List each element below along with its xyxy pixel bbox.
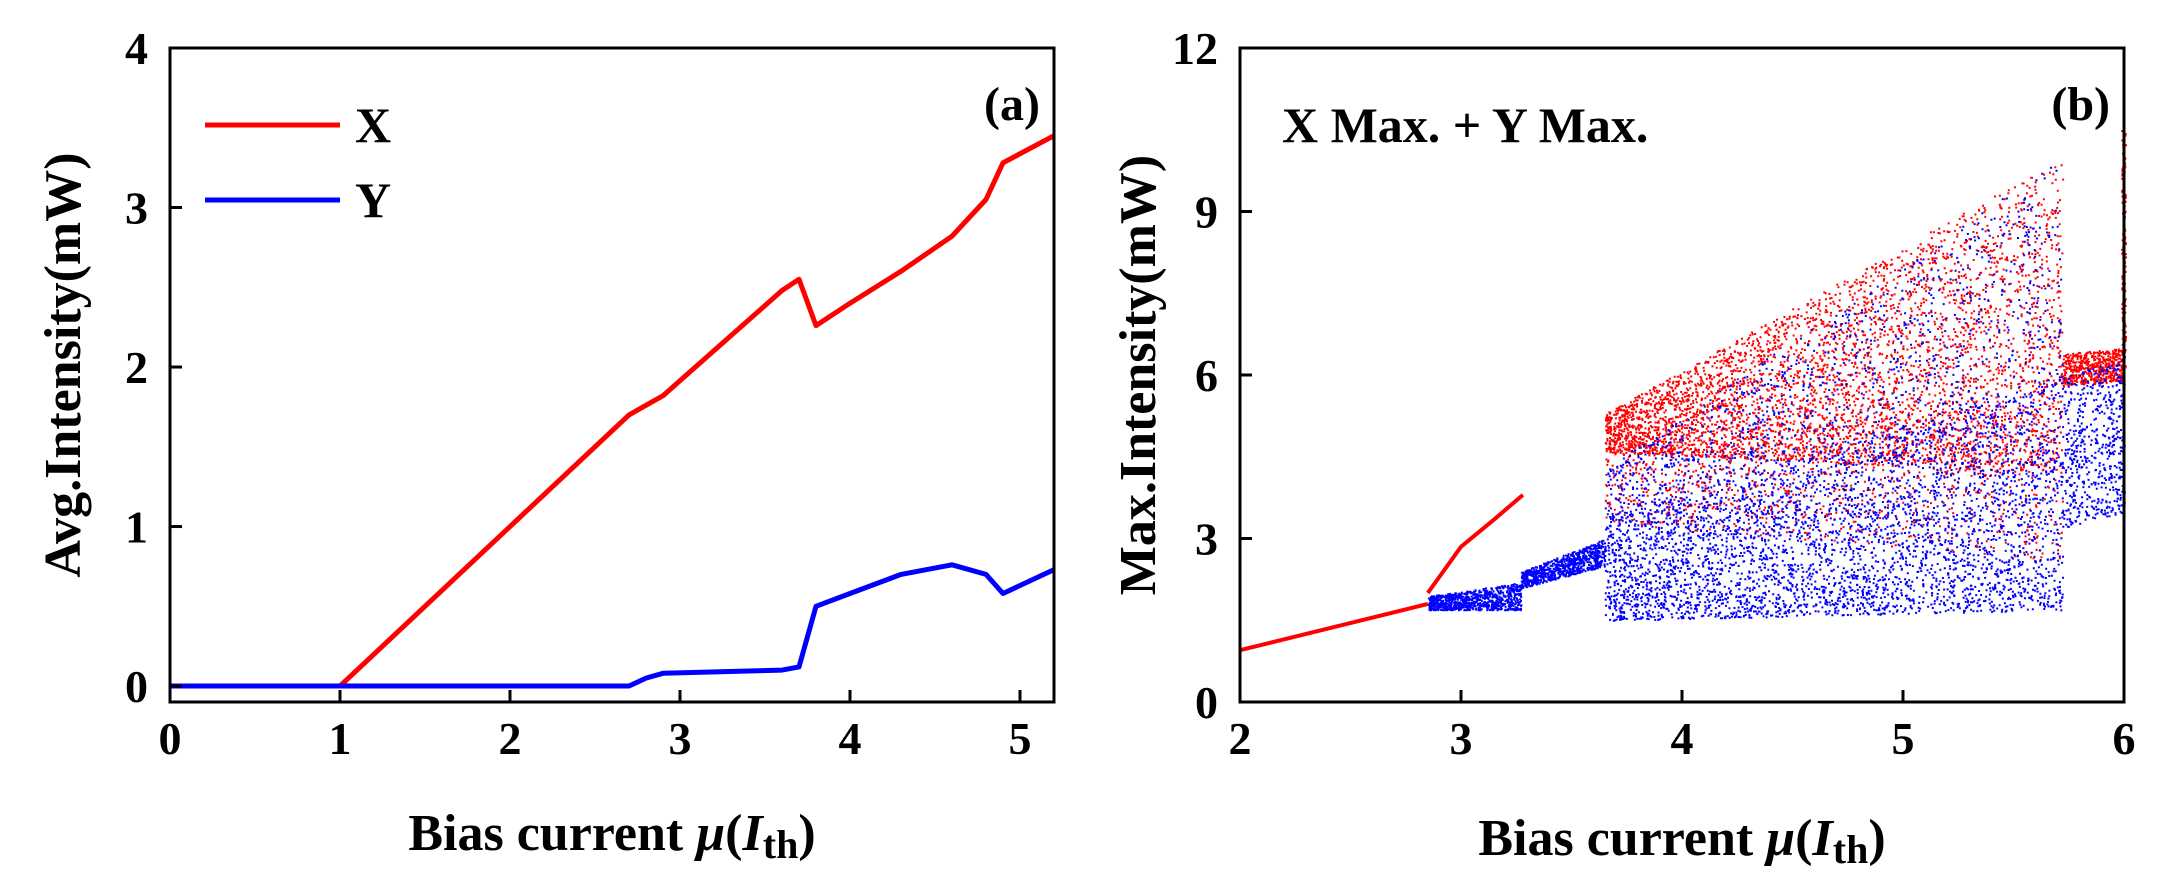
panel-a-x-tick-label: 3: [669, 713, 692, 764]
panel-b-annotation: X Max. + Y Max.: [1282, 97, 1648, 153]
panel-b-y-tick-label: 3: [1195, 514, 1218, 565]
panel-b-max-intensity-chart: 2 3 4 5 6 0 3 6 9 12 (b) X Max. + Y Max. Max.Inte…: [1110, 23, 2136, 872]
x-title-mu: μ: [1763, 810, 1795, 867]
panel-b-x-tick-label: 6: [2113, 713, 2136, 764]
x-title-prefix: Bias current: [1478, 810, 1766, 867]
x-title-open-paren: (: [1795, 810, 1812, 867]
panel-a-label: (a): [984, 78, 1040, 131]
panel-b-y-tick-label: 9: [1195, 187, 1218, 238]
legend-y-label: Y: [355, 172, 391, 228]
x-title-close-paren: ): [1868, 810, 1885, 867]
regime-points: [1604, 376, 2064, 622]
series-x-max--regime-0: [1239, 601, 1429, 653]
panel-b-y-tick-label: 12: [1172, 23, 1218, 74]
panel-a-y-axis-title: Avg.Intensity(mW): [35, 152, 92, 577]
panel-a-x-axis-title: Bias current μ(Ith): [408, 805, 815, 867]
x-title-i: I: [742, 805, 765, 862]
panel-b-x-tick-label: 4: [1671, 713, 1694, 764]
panel-a-legend: X Y: [205, 97, 391, 228]
panel-a-x-tick-label: 1: [329, 713, 352, 764]
panel-b-y-tick-label: 6: [1195, 350, 1218, 401]
series-y-max--regime-2: [1604, 376, 2064, 622]
regime-points: [2062, 359, 2126, 528]
panel-b-y-axis-title: Max.Intensity(mW): [1110, 155, 1167, 596]
panel-a-x-tick-label: 5: [1009, 713, 1032, 764]
regime-points: [1604, 408, 2064, 560]
panel-a-y-tick-label: 4: [125, 23, 148, 74]
x-title-close-paren: ): [798, 805, 815, 862]
x-title-i: I: [1812, 810, 1835, 867]
panel-a-series-layer: [170, 133, 1056, 689]
series-y-line: [170, 562, 1056, 689]
series-x-line: [170, 133, 1056, 689]
panel-a-x-tick-label: 4: [839, 713, 862, 764]
series-y-max--regime-0: [1427, 583, 1523, 612]
panel-b-series-layer: [1239, 130, 2127, 653]
legend-x-label: X: [355, 97, 391, 153]
panel-a-y-tick-label: 2: [125, 342, 148, 393]
series-x-max--regime-1: [1426, 493, 1525, 595]
panel-b-x-tick-label: 5: [1892, 713, 1915, 764]
panel-a-x-tick-label: 2: [499, 713, 522, 764]
x-title-prefix: Bias current: [408, 805, 696, 862]
regime-points: [2062, 348, 2126, 388]
x-title-sub: th: [763, 822, 799, 867]
regime-points: [1427, 583, 1523, 612]
series-x-max--regime-4: [2062, 348, 2126, 388]
panel-a-x-tick-label: 0: [159, 713, 182, 764]
regime-points: [1520, 539, 1607, 589]
series-y-max--regime-1: [1520, 539, 1607, 589]
panel-a-tick-layer: 0 1 2 3 4 5 0 1 2 3 4: [125, 23, 1032, 764]
series-x-max--regime-3: [1604, 408, 2064, 560]
panel-a-y-tick-label: 3: [125, 183, 148, 234]
panel-b-x-tick-label: 2: [1229, 713, 1252, 764]
panel-a-plot-frame: [168, 46, 1056, 704]
panel-b-y-tick-label: 0: [1195, 677, 1218, 728]
panel-b-tick-layer: 2 3 4 5 6 0 3 6 9 12: [1172, 23, 2136, 764]
series-y-max--regime-3: [1604, 166, 2064, 512]
regime-line: [1239, 601, 1429, 653]
panel-a-avg-intensity-chart: 0 1 2 3 4 5 0 1 2 3 4 (a) X Y Avg.Intensity(mW) Bi…: [35, 23, 1056, 867]
series-x-max--regime-2: [1604, 164, 2065, 474]
regime-points: [1604, 166, 2064, 512]
x-title-open-paren: (: [725, 805, 742, 862]
series-y-max--regime-4: [2062, 359, 2126, 528]
panel-b-x-tick-label: 3: [1450, 713, 1473, 764]
panel-b-label: (b): [2051, 78, 2110, 131]
panel-b-x-axis-title: Bias current μ(Ith): [1478, 810, 1885, 872]
regime-curve: [1426, 493, 1525, 595]
panel-a-y-tick-label: 0: [125, 661, 148, 712]
x-title-sub: th: [1833, 827, 1869, 872]
x-title-mu: μ: [693, 805, 725, 862]
regime-points: [1604, 164, 2065, 474]
panel-a-y-tick-label: 1: [125, 502, 148, 553]
